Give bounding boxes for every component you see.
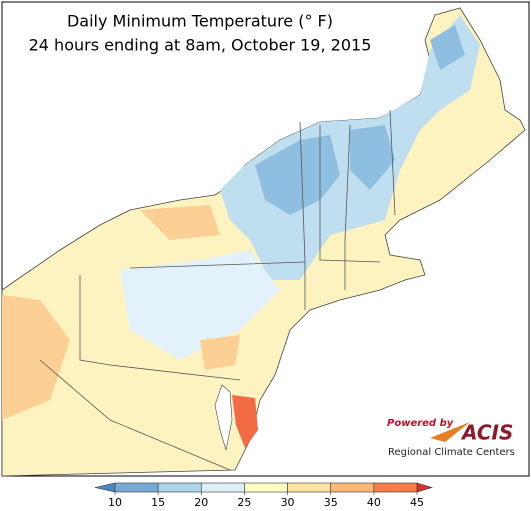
colorbar-tick-label: 35 (324, 496, 338, 509)
colorbar: 10 15 20 25 30 35 40 45 (94, 482, 434, 509)
logo-name: ACIS (460, 421, 513, 445)
title: Daily Minimum Temperature (° F) 24 hours… (29, 12, 372, 55)
light-cold-region (120, 250, 280, 360)
logo-swoosh (430, 422, 470, 442)
colorbar-tick-label: 20 (194, 496, 208, 509)
colorbar-segment (157, 482, 202, 493)
colorbar-segment (114, 482, 159, 493)
colorbar-segment (200, 482, 245, 493)
colorbar-segment (373, 482, 418, 493)
colorbar-over (416, 482, 434, 493)
state-lines (39, 109, 396, 471)
coldest-region (255, 25, 465, 215)
colorbar-tick-label: 30 (281, 496, 295, 509)
colorbar-segment (330, 482, 375, 493)
title-line: Daily Minimum Temperature (° F) (67, 12, 333, 31)
colorbar-tick-label: 10 (108, 496, 122, 509)
colorbar-tick-label: 45 (410, 496, 424, 509)
logo-powered-by: Powered by (387, 418, 454, 429)
title-line: 24 hours ending at 8am, October 19, 2015 (29, 36, 372, 55)
warm-region (2, 205, 240, 420)
map (1, 1, 530, 477)
colorbar-tick-label: 15 (151, 496, 165, 509)
colorbar-under (94, 482, 116, 493)
chesapeake (214, 384, 233, 451)
hot-region (232, 395, 258, 448)
colorbar-segment (287, 482, 332, 493)
colorbar-segment (244, 482, 288, 493)
logo-subtitle: Regional Climate Centers (388, 447, 515, 458)
colorbar-tick-label: 40 (367, 496, 381, 509)
logo: Powered by ACIS Regional Climate Centers (387, 418, 515, 458)
colorbar-tick-label: 25 (237, 496, 251, 509)
